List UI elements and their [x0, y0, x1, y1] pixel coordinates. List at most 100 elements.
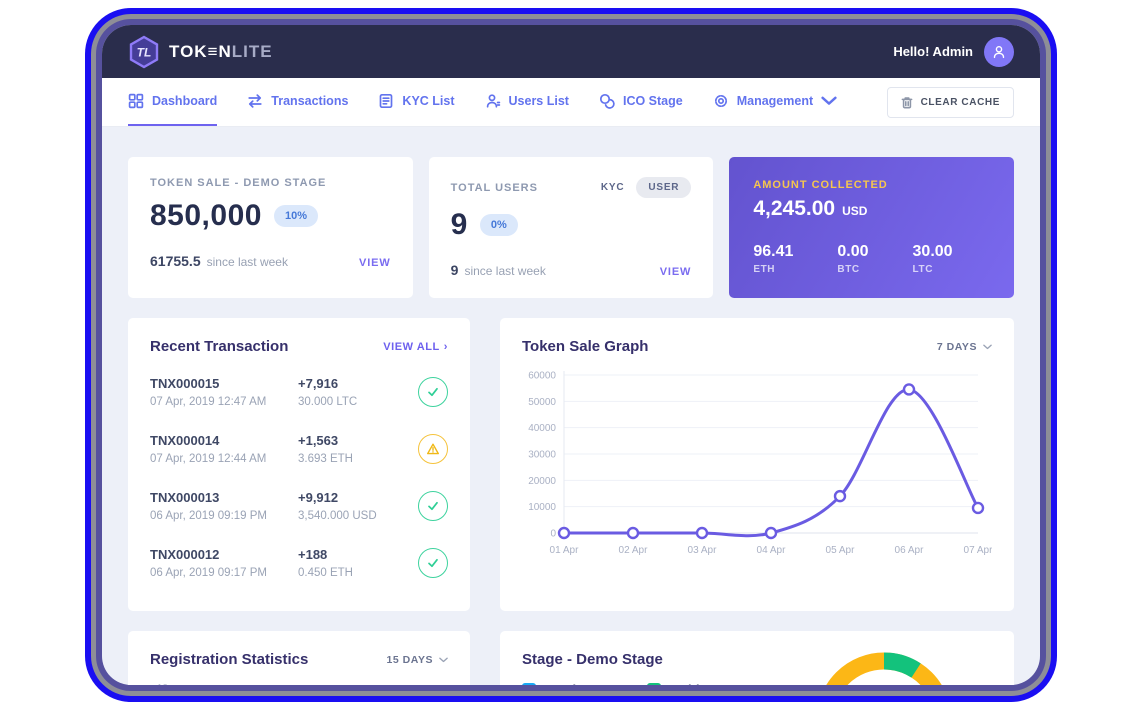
svg-text:40000: 40000 [528, 423, 556, 434]
user-icon [993, 45, 1005, 58]
token-sale-card: TOKEN SALE - DEMO STAGE 850,000 10% 6175… [128, 157, 413, 298]
nav-item-dashboard[interactable]: Dashboard [128, 78, 218, 126]
greeting-text: Hello! Admin [893, 44, 973, 59]
breakdown-btc: 0.00 BTC [837, 243, 869, 275]
success-icon [418, 491, 448, 521]
transaction-row[interactable]: TNX000014 07 Apr, 2019 12:44 AM +1,563 3.6… [150, 420, 448, 477]
stage-donut-chart [816, 652, 952, 685]
svg-text:05 Apr: 05 Apr [826, 545, 856, 556]
logo-hexagon-icon: TL [129, 35, 159, 68]
transaction-row[interactable]: TNX000012 06 Apr, 2019 09:17 PM +188 0.450… [150, 534, 448, 591]
legend-sold: Sold 77,721 * [647, 682, 716, 685]
chevron-down-icon [439, 657, 448, 662]
svg-text:50000: 50000 [528, 397, 556, 408]
token-sale-line-chart: 0 10000 20000 30000 40000 50000 60000 01 Apr 02 … [528, 371, 993, 557]
panel-title: Registration Statistics [150, 651, 309, 668]
success-icon [418, 377, 448, 407]
panel-title: Recent Transaction [150, 338, 289, 355]
coins-icon [599, 93, 615, 109]
stage-legend: Total 850,000 Sold 77,721 * [522, 682, 992, 685]
nav-label: Dashboard [152, 94, 218, 108]
nav-item-users-list[interactable]: Users List [485, 78, 569, 126]
logo-text: TOK≡NLITE [169, 41, 273, 61]
breakdown-ltc: 30.00 LTC [912, 243, 953, 275]
nav-label: Users List [508, 94, 569, 108]
percent-badge: 0% [479, 214, 518, 236]
trash-icon [901, 96, 913, 108]
nav-item-ico-stage[interactable]: ICO Stage [599, 78, 683, 126]
stage-demo-card: Stage - Demo Stage Total 850,000 [500, 631, 1014, 685]
chevron-down-icon [983, 344, 992, 349]
svg-text:30000: 30000 [528, 450, 556, 461]
device-frame-outer: TL TOK≡NLITE Hello! Admin Dashboard [85, 8, 1057, 702]
toggle-kyc[interactable]: KYC [600, 182, 625, 193]
dashboard-screen: TL TOK≡NLITE Hello! Admin Dashboard [102, 25, 1040, 685]
toggle-user[interactable]: USER [636, 177, 692, 198]
grid-icon [128, 93, 144, 109]
recent-transactions-card: Recent Transaction VIEW ALL › TNX000015 07… [128, 318, 470, 611]
percent-badge: 10% [273, 205, 318, 227]
nav-label: KYC List [402, 94, 455, 108]
token-sale-graph-card: Token Sale Graph 7 DAYS 0 10000 20000 30000… [500, 318, 1014, 611]
footer-text: since last week [206, 255, 288, 269]
amount-value: 4,245.00 [753, 197, 836, 220]
footer-text: since last week [464, 264, 546, 278]
kyc-user-toggle: KYC USER [597, 177, 692, 198]
total-color-swatch [522, 683, 536, 685]
chevron-down-icon [821, 96, 837, 105]
view-all-link[interactable]: VIEW ALL › [383, 340, 448, 353]
transaction-row[interactable]: TNX000013 06 Apr, 2019 09:19 PM +9,912 3,5… [150, 477, 448, 534]
footer-value: 61755.5 [150, 253, 201, 269]
nav-label: ICO Stage [622, 94, 683, 108]
period-dropdown[interactable]: 15 DAYS [387, 654, 448, 666]
svg-text:10: 10 [157, 683, 169, 685]
svg-text:60000: 60000 [528, 371, 556, 382]
user-avatar[interactable] [984, 36, 1014, 67]
amount-collected-card: AMOUNT COLLECTED 4,245.00 USD 96.41 ETH … [729, 157, 1014, 298]
chevron-right-icon: › [443, 340, 448, 353]
card-title: AMOUNT COLLECTED [753, 179, 888, 191]
clear-cache-button[interactable]: CLEAR CACHE [886, 86, 1014, 118]
main-nav: Dashboard Transactions KYC List Users Li… [102, 78, 1040, 127]
svg-text:01 Apr: 01 Apr [550, 545, 580, 556]
view-link[interactable]: VIEW [359, 257, 391, 269]
view-link[interactable]: VIEW [659, 266, 692, 278]
nav-item-kyc-list[interactable]: KYC List [378, 78, 455, 126]
success-icon [418, 548, 448, 578]
nav-label: Management [736, 94, 814, 108]
nav-item-transactions[interactable]: Transactions [247, 78, 348, 126]
sold-color-swatch [647, 683, 662, 685]
svg-text:07 Apr: 07 Apr [964, 545, 992, 556]
legend-total: Total 850,000 [522, 682, 589, 685]
svg-text:02 Apr: 02 Apr [619, 545, 649, 556]
top-header: TL TOK≡NLITE Hello! Admin [102, 25, 1040, 78]
svg-text:20000: 20000 [528, 476, 556, 487]
transaction-row[interactable]: TNX000015 07 Apr, 2019 12:47 AM +7,916 30.… [150, 363, 448, 420]
svg-text:0: 0 [550, 529, 556, 540]
footer-value: 9 [450, 262, 459, 278]
total-users-value: 9 [450, 208, 468, 241]
svg-text:06 Apr: 06 Apr [895, 545, 925, 556]
user-list-icon [486, 94, 500, 108]
panel-title: Stage - Demo Stage [522, 651, 663, 668]
gear-icon [714, 94, 727, 108]
amount-currency: USD [842, 204, 868, 218]
list-icon [380, 93, 393, 109]
svg-text:10000: 10000 [528, 502, 556, 513]
main-content: TOKEN SALE - DEMO STAGE 850,000 10% 6175… [102, 127, 1040, 685]
token-sale-value: 850,000 [150, 199, 262, 232]
svg-text:03 Apr: 03 Apr [688, 545, 718, 556]
svg-text:04 Apr: 04 Apr [757, 545, 787, 556]
swap-arrows-icon [248, 94, 262, 108]
card-title: TOTAL USERS [450, 181, 538, 194]
svg-text:TL: TL [137, 45, 152, 59]
period-dropdown[interactable]: 7 DAYS [937, 341, 992, 353]
panel-title: Token Sale Graph [522, 338, 649, 355]
nav-item-management[interactable]: Management [713, 78, 837, 126]
registration-bar-chart: 108 [157, 683, 169, 685]
warning-icon [418, 434, 448, 464]
card-title: TOKEN SALE - DEMO STAGE [150, 177, 327, 189]
device-frame-inner: TL TOK≡NLITE Hello! Admin Dashboard [96, 19, 1046, 691]
app-logo[interactable]: TL TOK≡NLITE [128, 35, 273, 69]
registration-statistics-card: Registration Statistics 15 DAYS 108 [128, 631, 470, 685]
